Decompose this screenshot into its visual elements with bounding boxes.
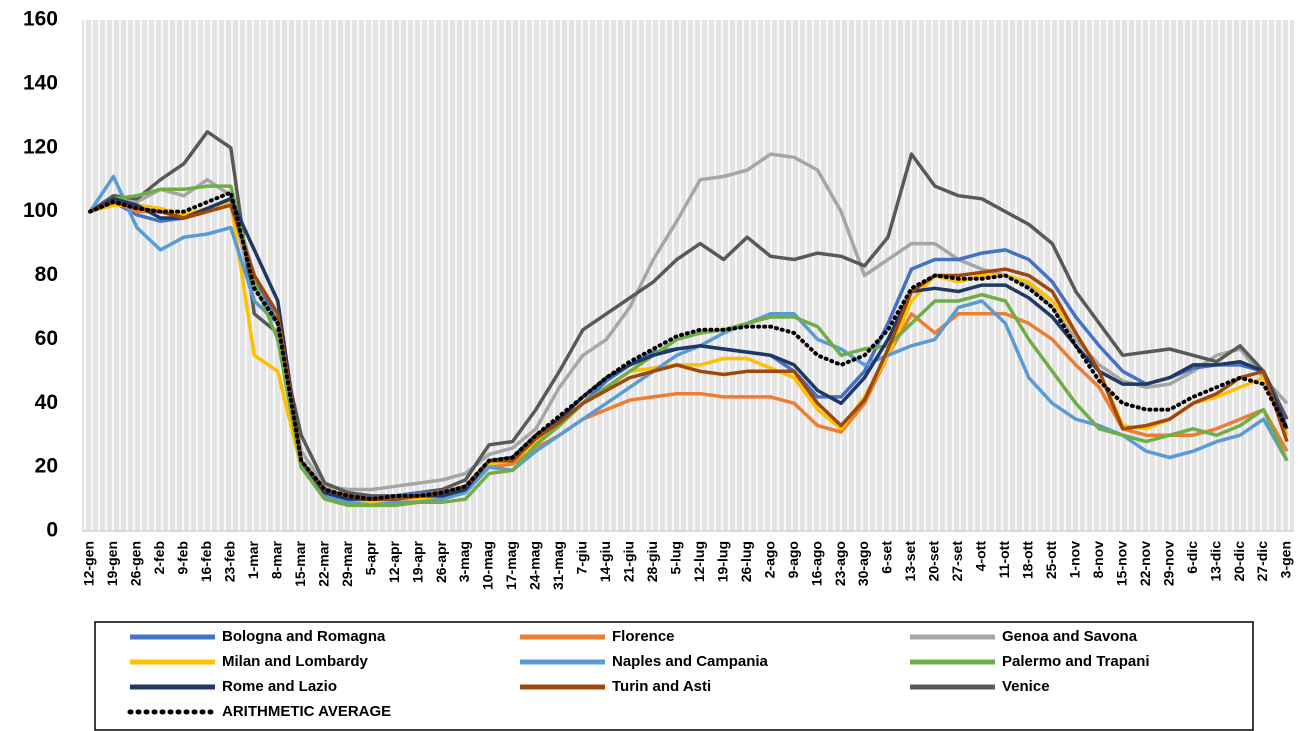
legend-label: Genoa and Savona <box>1002 628 1138 645</box>
x-tick-label: 26-gen <box>128 541 144 586</box>
x-tick-label: 19-gen <box>104 541 120 586</box>
legend-label: ARITHMETIC AVERAGE <box>222 703 391 720</box>
x-tick-label: 13-dic <box>1207 541 1223 582</box>
x-tick-label: 15-nov <box>1113 541 1129 586</box>
x-tick-label: 31-mag <box>550 541 566 590</box>
x-tick-label: 1-mar <box>245 540 261 579</box>
legend-label: Florence <box>612 628 675 645</box>
x-tick-label: 29-nov <box>1160 541 1176 586</box>
x-tick-label: 15-mar <box>292 540 308 586</box>
x-tick-label: 25-ott <box>1043 541 1059 579</box>
legend-label: Turin and Asti <box>612 678 711 695</box>
y-tick-label: 20 <box>35 455 58 478</box>
y-tick-label: 140 <box>23 71 58 94</box>
x-tick-label: 28-giu <box>644 541 660 582</box>
x-tick-label: 26-apr <box>433 540 449 583</box>
legend-box <box>94 621 1254 731</box>
y-tick-label: 60 <box>35 327 58 350</box>
legend-label: Naples and Campania <box>612 653 769 670</box>
x-tick-label: 20-set <box>926 541 942 582</box>
x-tick-label: 8-nov <box>1090 541 1106 579</box>
x-tick-label: 30-ago <box>855 541 871 586</box>
x-tick-label: 9-ago <box>785 541 801 578</box>
x-tick-label: 23-ago <box>832 541 848 586</box>
x-tick-label: 2-ago <box>761 541 777 578</box>
x-tick-label: 3-gen <box>1278 541 1294 578</box>
x-tick-label: 21-giu <box>621 541 637 582</box>
x-tick-label: 7-giu <box>574 541 590 574</box>
y-tick-label: 120 <box>23 135 58 158</box>
x-tick-label: 17-mag <box>503 541 519 590</box>
x-tick-label: 12-gen <box>81 541 97 586</box>
y-tick-label: 80 <box>35 263 58 286</box>
x-tick-label: 2-feb <box>151 541 167 574</box>
x-tick-label: 22-mar <box>315 540 331 586</box>
x-tick-label: 27-dic <box>1254 541 1270 582</box>
x-tick-label: 4-ott <box>973 541 989 572</box>
legend-label: Palermo and Trapani <box>1002 653 1150 670</box>
y-tick-label: 160 <box>23 8 58 31</box>
x-tick-label: 22-nov <box>1137 541 1153 586</box>
y-tick-label: 40 <box>35 391 58 414</box>
legend-label: Bologna and Romagna <box>222 628 386 645</box>
x-tick-label: 19-apr <box>409 540 425 583</box>
x-tick-label: 5-lug <box>667 541 683 574</box>
x-tick-label: 29-mar <box>339 540 355 586</box>
x-tick-label: 1-nov <box>1066 541 1082 579</box>
x-tick-label: 5-apr <box>362 540 378 575</box>
x-tick-label: 9-feb <box>175 541 191 574</box>
x-tick-label: 14-giu <box>597 541 613 582</box>
y-tick-label: 0 <box>46 519 58 542</box>
x-tick-label: 16-feb <box>198 541 214 582</box>
x-tick-label: 23-feb <box>222 541 238 582</box>
x-tick-label: 27-set <box>949 541 965 582</box>
y-tick-label: 100 <box>23 199 58 222</box>
x-tick-label: 6-set <box>879 541 895 574</box>
plot-background <box>82 20 1294 531</box>
x-tick-label: 13-set <box>902 541 918 582</box>
legend-label: Milan and Lombardy <box>222 653 369 670</box>
x-tick-label: 19-lug <box>714 541 730 582</box>
x-tick-label: 18-ott <box>1020 541 1036 579</box>
x-tick-label: 12-lug <box>691 541 707 582</box>
series-line <box>89 184 1289 508</box>
x-tick-label: 3-mag <box>456 541 472 582</box>
x-tick-label: 10-mag <box>480 541 496 590</box>
legend-label: Venice <box>1002 678 1050 695</box>
x-tick-label: 8-mar <box>268 540 284 579</box>
x-tick-label: 26-lug <box>738 541 754 582</box>
x-tick-label: 24-mag <box>527 541 543 590</box>
series-line <box>88 189 1289 502</box>
x-tick-label: 6-dic <box>1184 541 1200 574</box>
x-tick-label: 12-apr <box>386 540 402 583</box>
x-tick-label: 11-ott <box>996 541 1012 579</box>
x-tick-label: 20-dic <box>1231 541 1247 582</box>
x-tick-label: 16-ago <box>808 541 824 586</box>
legend-label: Rome and Lazio <box>222 678 337 695</box>
